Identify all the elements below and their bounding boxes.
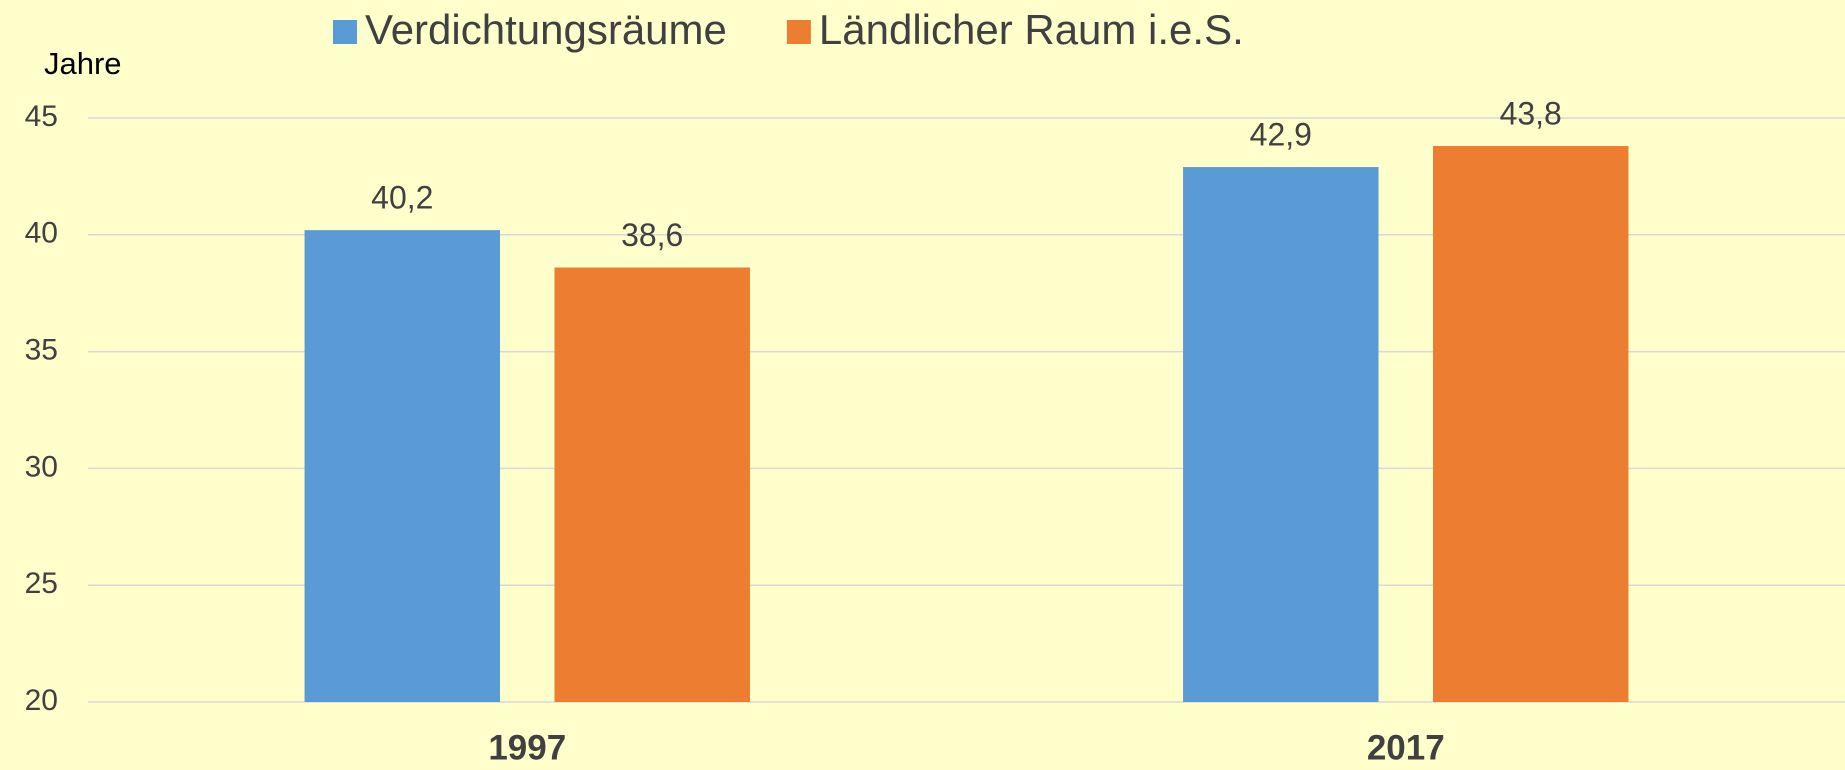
bar [1183,167,1379,702]
value-label: 42,9 [1250,117,1312,153]
y-tick-label: 25 [25,567,58,600]
y-tick-label: 20 [25,684,58,717]
bar [554,267,750,702]
bar [1432,146,1629,703]
y-tick-label: 45 [25,100,58,133]
y-tick-label: 40 [25,217,58,250]
y-axis-label: Jahre [44,46,122,81]
x-tick-label: 2017 [1367,728,1445,767]
x-tick-label: 1997 [488,728,566,767]
y-tick-label: 30 [25,450,58,483]
legend-swatch [333,20,357,44]
legend-label: Ländlicher Raum i.e.S. [819,6,1244,53]
value-label: 38,6 [621,217,683,253]
legend-label: Verdichtungsräume [365,6,727,53]
value-label: 43,8 [1500,95,1562,131]
bar [304,230,501,703]
value-label: 40,2 [371,180,433,216]
legend-swatch [786,20,811,44]
y-tick-label: 35 [25,334,58,367]
